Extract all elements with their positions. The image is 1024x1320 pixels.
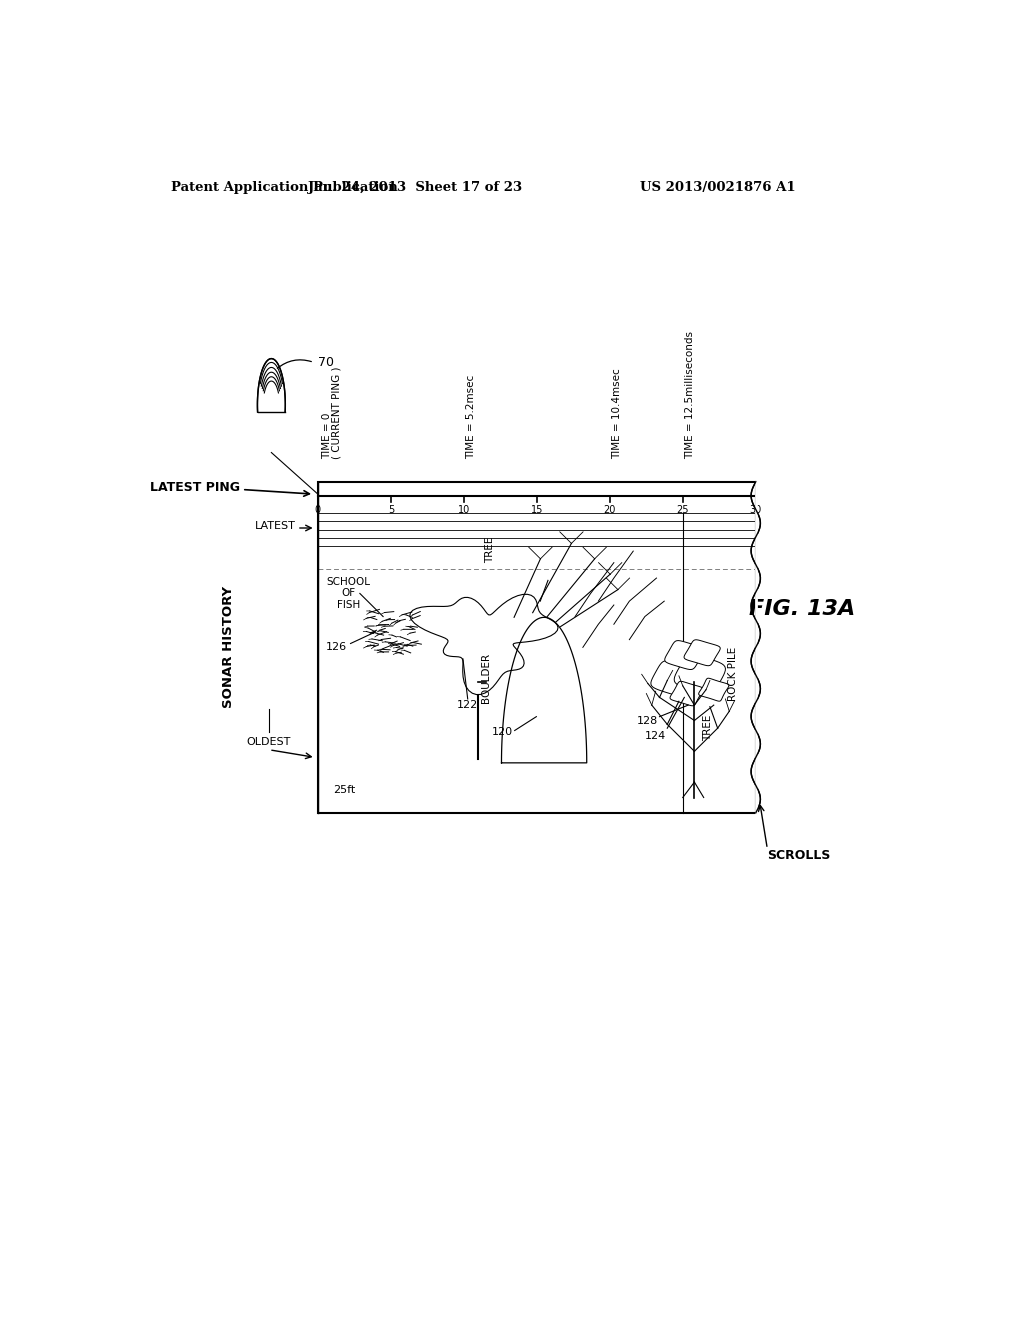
Text: 124: 124: [645, 731, 667, 741]
Text: TREE: TREE: [485, 536, 495, 562]
Text: Jan. 24, 2013  Sheet 17 of 23: Jan. 24, 2013 Sheet 17 of 23: [307, 181, 522, 194]
Text: SONAR HISTORY: SONAR HISTORY: [222, 586, 236, 709]
Polygon shape: [665, 640, 703, 669]
Text: TREE: TREE: [703, 715, 714, 742]
Text: FIG. 13A: FIG. 13A: [750, 599, 855, 619]
Polygon shape: [410, 594, 558, 694]
Text: 0: 0: [314, 506, 321, 515]
Text: BOULDER: BOULDER: [481, 653, 490, 704]
Text: TIME = 5.2msec: TIME = 5.2msec: [466, 375, 476, 459]
Polygon shape: [684, 640, 720, 665]
Text: US 2013/0021876 A1: US 2013/0021876 A1: [640, 181, 795, 194]
Text: 128: 128: [637, 715, 658, 726]
Text: 126: 126: [326, 643, 347, 652]
Text: 20: 20: [603, 506, 616, 515]
Text: 120: 120: [492, 727, 513, 737]
Text: ROCK PILE: ROCK PILE: [728, 647, 738, 701]
Text: 15: 15: [530, 506, 543, 515]
Text: SCHOOL: SCHOOL: [327, 577, 371, 587]
Text: 122: 122: [457, 700, 478, 710]
Polygon shape: [651, 661, 696, 696]
Text: SCROLLS: SCROLLS: [767, 849, 830, 862]
Text: OF: OF: [341, 589, 355, 598]
Text: FISH: FISH: [337, 601, 359, 610]
Text: OLDEST: OLDEST: [247, 737, 291, 747]
Text: LATEST PING: LATEST PING: [151, 482, 241, 495]
Text: 10: 10: [458, 506, 470, 515]
Text: 70: 70: [317, 356, 334, 370]
Text: LATEST: LATEST: [255, 521, 296, 532]
Text: TIME = 12.5milliseconds: TIME = 12.5milliseconds: [685, 331, 695, 459]
Polygon shape: [698, 678, 729, 701]
Text: ( CURRENT PING ): ( CURRENT PING ): [332, 366, 342, 459]
Text: TIME = 10.4msec: TIME = 10.4msec: [612, 368, 623, 459]
Bar: [317, 482, 756, 813]
Text: 5: 5: [388, 506, 394, 515]
Polygon shape: [670, 681, 703, 706]
Text: Patent Application Publication: Patent Application Publication: [171, 181, 397, 194]
Polygon shape: [674, 655, 725, 693]
Text: TIME = 0: TIME = 0: [322, 412, 332, 459]
Text: 25: 25: [677, 506, 689, 515]
Text: 25ft: 25ft: [334, 785, 355, 795]
Text: 30: 30: [750, 506, 762, 515]
